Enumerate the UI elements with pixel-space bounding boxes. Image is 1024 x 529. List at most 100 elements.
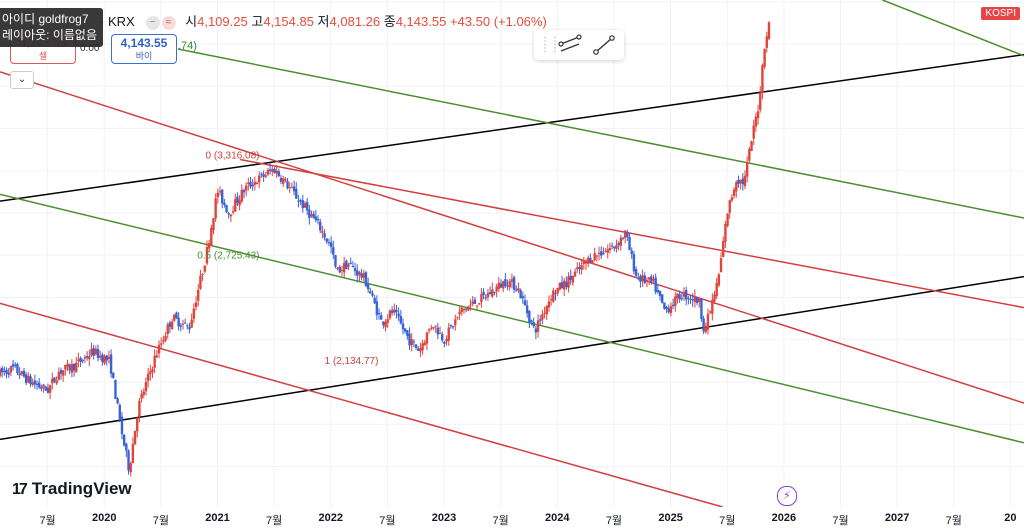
candle-body [556, 287, 559, 294]
candle-body [745, 162, 749, 177]
candle-body [225, 205, 228, 213]
price-chart[interactable]: 0 (3,316.08) 0.5 (2,725.43) 1 (2,134.77) [0, 0, 1024, 507]
candle-body [693, 295, 697, 302]
parallel-channel-icon[interactable] [558, 34, 582, 56]
candle-body [421, 343, 424, 351]
candle-body [57, 372, 61, 380]
candle-body [728, 200, 731, 213]
drag-handle-icon[interactable]: ⋮⋮ ⋮⋮ [540, 36, 560, 54]
candle-body [523, 300, 527, 306]
candle-body [501, 281, 505, 289]
candle-body [353, 268, 357, 272]
candle-body [255, 182, 259, 185]
time-axis[interactable]: 7월 2020 7월 2021 7월 2022 7월 2023 7월 2024 7월 2025 7월 20… [0, 507, 1024, 529]
candle-body [767, 22, 771, 39]
candle-body [70, 363, 74, 373]
candle-body [173, 314, 176, 321]
candle-body [613, 246, 616, 249]
candle-body [133, 430, 137, 445]
candle-body [279, 177, 283, 182]
candle-body [682, 291, 686, 297]
candle-body [38, 382, 41, 388]
candle-body [35, 383, 39, 385]
candle-body [565, 281, 568, 287]
candle-body [558, 282, 562, 290]
candle-body [754, 116, 758, 127]
candle-body [127, 450, 130, 471]
candle-body [419, 348, 422, 352]
collapse-button[interactable]: ⌄ [10, 71, 34, 89]
tradingview-logo[interactable]: 17 TradingView [12, 479, 132, 499]
candle-body [739, 179, 742, 184]
candle-body [53, 377, 56, 382]
candle-body [194, 302, 198, 308]
candle-body [253, 181, 257, 185]
candle-body [94, 348, 98, 355]
candle-body [29, 376, 32, 385]
candle-body [11, 364, 15, 367]
trend-line-icon[interactable] [592, 34, 616, 56]
candle-body [560, 282, 564, 289]
candle-body [175, 312, 178, 319]
candle-body [528, 310, 531, 323]
candle-body [136, 418, 139, 432]
time-axis-label: 2025 [658, 512, 683, 524]
candle-body [266, 169, 270, 175]
candle-body [85, 356, 89, 358]
time-axis-label: 7월 [152, 515, 169, 527]
candle-body [181, 323, 185, 325]
candle-body [399, 315, 403, 324]
candle-body [478, 303, 481, 305]
candle-body [700, 298, 703, 319]
candle-body [460, 307, 464, 313]
candle-body [578, 266, 581, 269]
high-value: 4,154.85 [263, 14, 314, 29]
candle-body [20, 371, 23, 375]
candle-body [593, 253, 596, 261]
candle-body [711, 299, 714, 314]
bolt-icon[interactable]: ⚡ [777, 486, 797, 506]
exchange-label: · KRX [100, 14, 135, 29]
candle-body [64, 364, 67, 370]
candle-body [567, 276, 570, 288]
candle-body [366, 284, 370, 290]
candle-body [406, 330, 409, 336]
candle-body [643, 275, 646, 283]
candle-body [641, 275, 644, 282]
buy-button[interactable]: 4,143.55 바이 [111, 34, 177, 64]
tradingview-mark-icon: 17 [12, 481, 28, 498]
candle-body [384, 321, 387, 328]
time-axis-label: 2021 [205, 512, 230, 524]
candle-body [223, 202, 226, 206]
candle-body [44, 386, 47, 391]
wave-icon[interactable]: ≈ [161, 16, 176, 30]
minus-icon[interactable]: − [145, 16, 160, 30]
candle-body [674, 296, 677, 307]
candle-body [719, 258, 723, 273]
candle-body [214, 198, 217, 219]
candle-body [386, 319, 389, 323]
candle-body [105, 355, 108, 361]
candle-body [170, 321, 174, 330]
candle-body [88, 356, 91, 360]
candle-body [499, 283, 503, 288]
candle-body [96, 349, 100, 358]
candle-body [345, 260, 348, 270]
candle-body [395, 310, 398, 313]
candle-body [724, 224, 727, 242]
candle-body [562, 280, 566, 290]
candle-body [336, 267, 339, 269]
candle-body [231, 211, 235, 213]
candle-body [77, 359, 80, 361]
candle-body [268, 169, 272, 171]
candle-body [199, 275, 202, 289]
candle-body [608, 248, 612, 251]
candle-body [652, 278, 655, 281]
candle-body [201, 273, 204, 275]
candle-body [321, 231, 324, 233]
candle-body [689, 298, 692, 300]
time-axis-label: 2027 [884, 512, 910, 524]
candle-body [615, 244, 618, 249]
trend-line [0, 275, 1024, 441]
candle-body [761, 65, 764, 93]
